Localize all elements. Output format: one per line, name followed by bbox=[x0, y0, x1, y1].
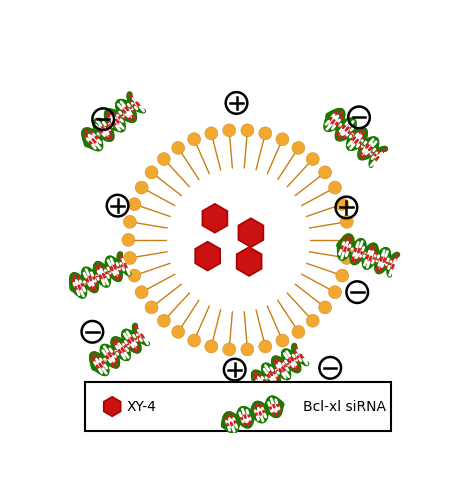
Circle shape bbox=[306, 152, 319, 166]
Circle shape bbox=[292, 142, 305, 154]
Polygon shape bbox=[104, 397, 120, 416]
Circle shape bbox=[157, 314, 170, 327]
Circle shape bbox=[259, 340, 272, 353]
Circle shape bbox=[145, 166, 158, 179]
Circle shape bbox=[135, 181, 148, 194]
Circle shape bbox=[336, 269, 349, 282]
Circle shape bbox=[241, 343, 254, 356]
Text: Bcl-xl siRNA: Bcl-xl siRNA bbox=[303, 400, 386, 413]
Circle shape bbox=[342, 234, 355, 246]
Polygon shape bbox=[237, 247, 262, 276]
Circle shape bbox=[128, 198, 141, 210]
Circle shape bbox=[336, 198, 349, 210]
Circle shape bbox=[328, 286, 341, 298]
Circle shape bbox=[122, 234, 135, 246]
Circle shape bbox=[276, 132, 289, 145]
Circle shape bbox=[319, 166, 332, 179]
Circle shape bbox=[205, 127, 218, 140]
Circle shape bbox=[223, 124, 236, 137]
Polygon shape bbox=[202, 204, 227, 233]
Circle shape bbox=[306, 314, 319, 327]
Circle shape bbox=[123, 252, 136, 264]
Circle shape bbox=[292, 326, 305, 338]
Circle shape bbox=[205, 340, 218, 353]
Circle shape bbox=[123, 216, 136, 228]
Circle shape bbox=[328, 181, 341, 194]
Circle shape bbox=[340, 216, 353, 228]
Circle shape bbox=[188, 334, 200, 347]
Circle shape bbox=[241, 124, 254, 137]
Circle shape bbox=[188, 132, 200, 145]
FancyBboxPatch shape bbox=[85, 382, 392, 431]
Circle shape bbox=[223, 343, 236, 356]
Circle shape bbox=[276, 334, 289, 347]
Polygon shape bbox=[195, 242, 220, 270]
Circle shape bbox=[157, 152, 170, 166]
Circle shape bbox=[135, 286, 148, 298]
Circle shape bbox=[319, 301, 332, 314]
Circle shape bbox=[259, 127, 272, 140]
Circle shape bbox=[128, 269, 141, 282]
Circle shape bbox=[340, 252, 353, 264]
Polygon shape bbox=[239, 218, 263, 247]
Circle shape bbox=[172, 142, 185, 154]
Circle shape bbox=[172, 326, 185, 338]
Text: XY-4: XY-4 bbox=[126, 400, 156, 413]
Circle shape bbox=[145, 301, 158, 314]
